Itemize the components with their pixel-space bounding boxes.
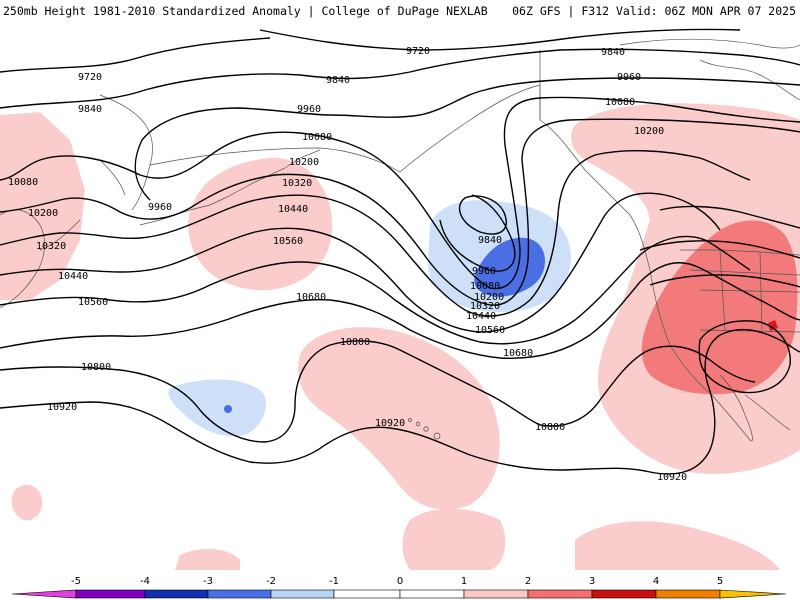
label-9840-a: 9840	[78, 104, 102, 115]
label-9720-b: 9720	[406, 46, 430, 57]
label-9840-c: 9840	[601, 47, 625, 58]
contour-9960	[134, 77, 800, 201]
contour-9840-trough	[458, 195, 507, 235]
colorbar-swatch-neg0	[333, 589, 401, 599]
contour-10440	[0, 192, 721, 333]
colorbar-label-pos4: 4	[653, 576, 659, 587]
height-contours	[0, 28, 800, 475]
label-10080-b: 10080	[8, 177, 38, 188]
contour-10200	[0, 118, 800, 306]
label-10440-a: 10440	[278, 204, 308, 215]
contour-closed-high-western-us	[698, 320, 791, 394]
contour-canada-ridge	[639, 205, 800, 288]
contour-9960-trough	[439, 194, 516, 272]
anomaly-negative-subtropical-pacific	[168, 379, 266, 437]
anomaly-positive-west-pacific	[0, 112, 85, 300]
label-10320-b: 10320	[36, 241, 66, 252]
contour-10320	[0, 150, 751, 317]
contour-10080	[0, 96, 800, 290]
colorbar-swatch-pos0	[399, 589, 465, 599]
label-9960-a: 9960	[297, 104, 321, 115]
colorbar-swatch-neg4	[75, 589, 146, 599]
colorbar-label-zero: 0	[397, 576, 403, 587]
label-10560-b: 10560	[78, 297, 108, 308]
contour-10800	[0, 340, 756, 443]
label-10680-a: 10680	[296, 292, 326, 303]
anomaly-positive-hawaii	[298, 327, 500, 510]
anomaly-positive-southwest-patch	[11, 484, 43, 521]
hawaiian-islands	[408, 418, 441, 440]
contour-9720	[0, 28, 741, 73]
colorbar-label-neg5: -5	[71, 576, 81, 587]
label-10440-b: 10440	[58, 271, 88, 282]
label-10920-c: 10920	[657, 472, 687, 483]
anomaly-map: 9720 9720 9840 9840 9840 9960 9960 10080…	[0, 28, 800, 570]
colorbar-arrow-right	[719, 589, 787, 599]
colorbar-label-pos5: 5	[717, 576, 723, 587]
label-9960-d: 9960	[617, 72, 641, 83]
label-10200-c: 10200	[474, 292, 504, 303]
colorbar-arrow-left	[11, 589, 77, 599]
label-10800-b: 10800	[81, 362, 111, 373]
colorbar-swatch-neg2	[207, 589, 272, 599]
label-10800-c: 10800	[535, 422, 565, 433]
label-10320-c: 10320	[470, 301, 500, 312]
colorbar-swatch-pos4	[655, 589, 721, 599]
colorbar-swatch-neg1	[270, 589, 335, 599]
label-9840-b: 9840	[326, 75, 350, 86]
colorbar-swatches	[11, 589, 787, 599]
label-10920-b: 10920	[375, 418, 405, 429]
anomaly-positive-south-edge	[175, 548, 240, 570]
label-9840-d: 9840	[478, 235, 502, 246]
label-10080-e: 10080	[605, 97, 635, 108]
label-10200-b: 10200	[28, 208, 58, 219]
colorbar-label-pos1: 1	[461, 576, 467, 587]
colorbar-label-pos3: 3	[589, 576, 595, 587]
contour-10680	[0, 262, 800, 360]
label-10200-d: 10200	[634, 126, 664, 137]
label-10080-a: 10080	[302, 132, 332, 143]
contour-9840	[0, 48, 800, 109]
label-9960-b: 9960	[148, 202, 172, 213]
colorbar-label-neg1: -1	[329, 576, 339, 587]
label-9720-a: 9720	[78, 72, 102, 83]
contour-10920	[0, 328, 800, 475]
label-9960-c: 9960	[472, 266, 496, 277]
label-10560-a: 10560	[273, 236, 303, 247]
label-10920-a: 10920	[47, 402, 77, 413]
anomaly-positive-south-pacific	[402, 508, 506, 570]
colorbar-swatch-pos1	[463, 589, 529, 599]
label-10800-a: 10800	[340, 337, 370, 348]
colorbar-label-neg4: -4	[140, 576, 150, 587]
colorbar-swatch-neg3	[144, 589, 209, 599]
anomaly-positive-south-pacific-east	[575, 521, 780, 570]
label-10320-a: 10320	[282, 178, 312, 189]
anomaly-negative-spot	[224, 405, 232, 413]
colorbar-label-neg3: -3	[203, 576, 213, 587]
colorbar-swatch-pos2	[527, 589, 593, 599]
label-10680-b: 10680	[503, 348, 533, 359]
label-10440-c: 10440	[466, 311, 496, 322]
colorbar-tick-labels: -5 -4 -3 -2 -1 0 1 2 3 4 5	[71, 576, 723, 587]
colorbar-label-pos2: 2	[525, 576, 531, 587]
colorbar-swatch-pos3	[591, 589, 657, 599]
anomaly-positive-central-north-pacific	[188, 157, 333, 291]
map-title: 250mb Height 1981-2010 Standardized Anom…	[3, 4, 488, 18]
header-bar: 250mb Height 1981-2010 Standardized Anom…	[0, 0, 800, 22]
colorbar-label-neg2: -2	[266, 576, 276, 587]
anomaly-strong-positive-spot	[768, 320, 778, 331]
contour-labels: 9720 9720 9840 9840 9840 9960 9960 10080…	[8, 46, 687, 483]
anomaly-colorbar: -5 -4 -3 -2 -1 0 1 2 3 4 5	[11, 576, 787, 599]
anomaly-moderate-positive-western-us	[641, 220, 798, 395]
model-valid-time: 06Z GFS | F312 Valid: 06Z MON APR 07 202…	[512, 4, 796, 18]
label-10200-a: 10200	[289, 157, 319, 168]
label-10560-c: 10560	[475, 325, 505, 336]
label-10080-d: 10080	[470, 281, 500, 292]
